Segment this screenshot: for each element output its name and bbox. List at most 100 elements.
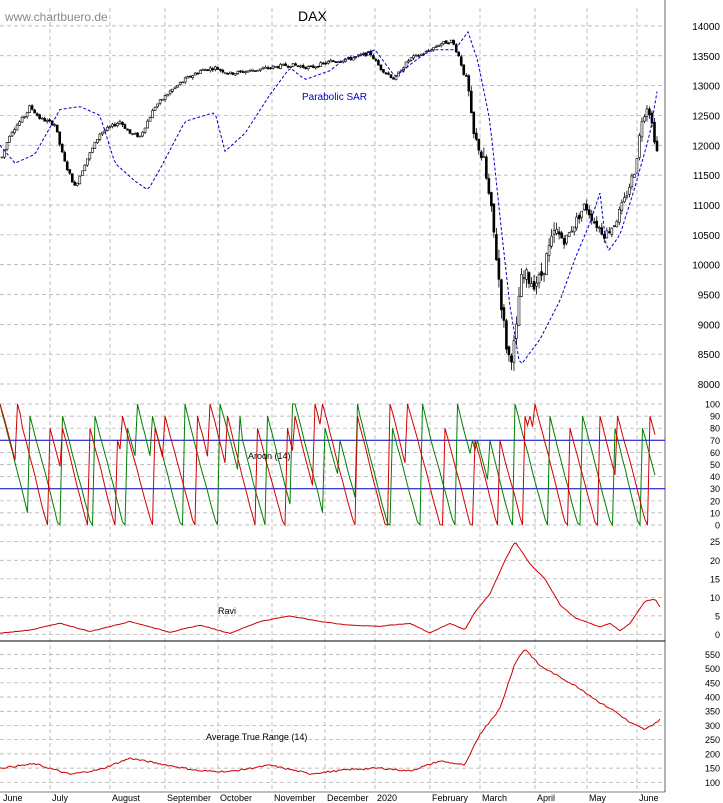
tick-label: 150 <box>705 764 720 774</box>
candle-body <box>214 66 217 70</box>
candle-body <box>183 77 187 83</box>
tick-label: 0 <box>715 521 720 531</box>
candle-body <box>582 203 586 211</box>
candle-body <box>96 138 99 143</box>
candle-body <box>517 295 521 326</box>
candle-body <box>65 161 69 171</box>
candle-body <box>570 230 573 233</box>
atr-line <box>0 649 661 776</box>
candle-body <box>231 72 235 75</box>
candle-body <box>116 123 119 127</box>
candle-body <box>221 69 225 73</box>
tick-label: 200 <box>705 749 720 759</box>
candle-body <box>23 116 26 118</box>
candle-body <box>178 82 182 86</box>
candle-body <box>63 152 67 162</box>
candle-body <box>126 128 129 131</box>
candle-body <box>587 209 591 216</box>
candle-body <box>469 90 473 114</box>
candle-body <box>203 69 207 71</box>
candle-body <box>113 123 117 127</box>
candle-body <box>377 60 380 66</box>
candle-body <box>78 175 82 185</box>
tick-label: 13500 <box>692 52 720 63</box>
candle-body <box>158 99 162 104</box>
candle-body <box>53 124 57 126</box>
candle-body <box>464 75 468 77</box>
candle-body <box>5 142 9 150</box>
tick-label: 100 <box>705 400 720 410</box>
candle-body <box>545 253 548 276</box>
candle-body <box>597 227 601 229</box>
candle-body <box>301 65 305 68</box>
candle-body <box>477 138 481 151</box>
tick-label: 40 <box>710 472 720 482</box>
candle-body <box>502 307 506 321</box>
candle-body <box>475 132 478 140</box>
x-axis-labels: June July August September October November De… <box>3 793 659 803</box>
candle-body <box>321 62 325 65</box>
candle-body <box>286 65 290 68</box>
candle-body <box>314 66 317 69</box>
candle-body <box>216 67 220 70</box>
tick-label: 30 <box>710 484 720 494</box>
candle-body <box>560 232 563 239</box>
candle-body <box>20 116 24 123</box>
candle-body <box>645 108 649 117</box>
candle-body <box>148 116 152 122</box>
tick-label: 10500 <box>692 231 720 242</box>
candle-body <box>394 75 398 80</box>
candle-body <box>623 197 626 203</box>
x-label: June <box>3 793 23 803</box>
tick-label: 500 <box>705 664 720 674</box>
candle-body <box>555 229 558 234</box>
candle-body <box>557 231 561 235</box>
candle-body <box>198 70 202 74</box>
candle-body <box>281 63 285 66</box>
x-label: May <box>589 793 607 803</box>
candle-body <box>610 227 614 235</box>
candle-body <box>562 238 566 245</box>
candle-body <box>613 225 616 227</box>
candle-body <box>133 133 137 135</box>
candle-body <box>512 340 516 363</box>
candle-body <box>485 156 488 179</box>
candle-body <box>274 66 277 68</box>
candle-body <box>309 65 312 68</box>
tick-label: 10 <box>710 593 720 603</box>
candle-body <box>522 277 526 279</box>
candle-body <box>128 129 132 134</box>
candle-body <box>108 126 112 129</box>
tick-label: 250 <box>705 735 720 745</box>
candle-body <box>565 234 568 244</box>
candle-body <box>201 69 205 71</box>
candle-body <box>161 98 164 101</box>
candle-body <box>151 110 154 119</box>
candle-body <box>459 56 463 66</box>
candle-body <box>497 258 501 280</box>
candle-body <box>367 51 370 56</box>
candle-body <box>284 63 287 67</box>
candle-body <box>379 64 383 70</box>
x-label: December <box>327 793 369 803</box>
candle-body <box>404 61 408 69</box>
candle-body <box>276 66 280 69</box>
candle-body <box>10 131 14 137</box>
candle-body <box>638 135 641 158</box>
candle-body <box>344 59 348 62</box>
candle-body <box>163 95 167 101</box>
candle-body <box>530 283 533 287</box>
candle-body <box>25 111 29 118</box>
candle-body <box>3 149 6 158</box>
candle-body <box>93 141 97 149</box>
candle-body <box>13 129 16 133</box>
x-label: February <box>432 793 469 803</box>
candle-body <box>515 323 518 339</box>
candle-body <box>655 140 659 152</box>
candle-body <box>437 45 440 47</box>
candle-body <box>595 220 599 228</box>
candle-body <box>507 346 511 356</box>
candle-body <box>60 144 64 153</box>
tick-label: 50 <box>710 460 720 470</box>
tick-label: 450 <box>705 678 720 688</box>
